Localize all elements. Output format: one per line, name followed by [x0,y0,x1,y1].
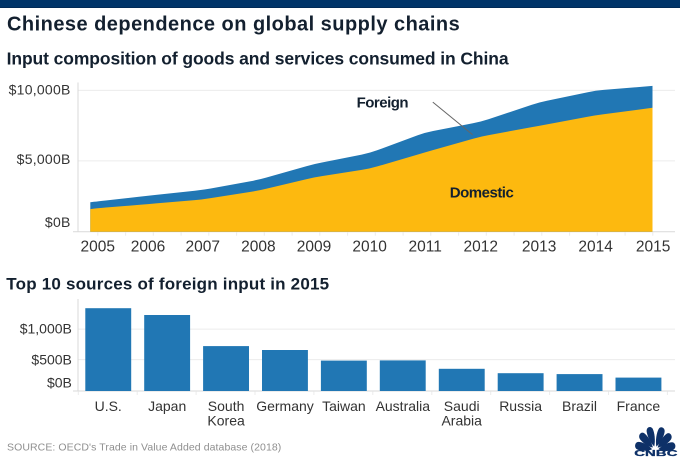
svg-text:$10,000B: $10,000B [9,82,71,98]
svg-text:CNBC: CNBC [634,448,678,458]
svg-text:$500B: $500B [31,351,71,367]
svg-text:Saudi: Saudi [444,398,480,414]
svg-text:2012: 2012 [464,239,498,256]
svg-text:2015: 2015 [636,239,670,256]
svg-text:Australia: Australia [376,398,431,414]
svg-text:2009: 2009 [297,239,331,256]
svg-text:$1,000B: $1,000B [20,320,72,336]
svg-text:2005: 2005 [81,239,115,256]
svg-text:2007: 2007 [186,239,220,256]
svg-text:$5,000B: $5,000B [17,151,71,167]
svg-text:France: France [617,398,661,414]
svg-text:$0B: $0B [45,214,71,230]
svg-text:Arabia: Arabia [441,412,482,428]
svg-text:Japan: Japan [148,398,186,414]
svg-text:SOURCE: OECD's Trade in Value: SOURCE: OECD's Trade in Value Added data… [7,442,281,454]
svg-text:2006: 2006 [131,239,165,256]
svg-text:Foreign: Foreign [357,94,409,111]
svg-text:Domestic: Domestic [450,185,514,202]
svg-text:South: South [208,398,245,414]
svg-text:2010: 2010 [352,239,387,256]
svg-text:Top 10 sources of foreign inpu: Top 10 sources of foreign input in 2015 [6,275,329,294]
svg-text:2011: 2011 [409,239,442,256]
svg-text:Chinese dependence on global s: Chinese dependence on global supply chai… [7,14,460,36]
svg-text:Input composition of goods and: Input composition of goods and services … [7,49,509,69]
svg-text:2013: 2013 [522,239,556,256]
svg-text:Taiwan: Taiwan [322,398,366,414]
svg-text:Brazil: Brazil [562,398,597,414]
svg-text:Russia: Russia [499,398,542,414]
svg-text:2008: 2008 [241,239,275,256]
svg-text:$0B: $0B [47,374,72,390]
svg-text:U.S.: U.S. [95,398,122,414]
svg-text:2014: 2014 [578,239,613,256]
svg-text:Germany: Germany [256,398,314,414]
svg-text:Korea: Korea [207,412,245,428]
